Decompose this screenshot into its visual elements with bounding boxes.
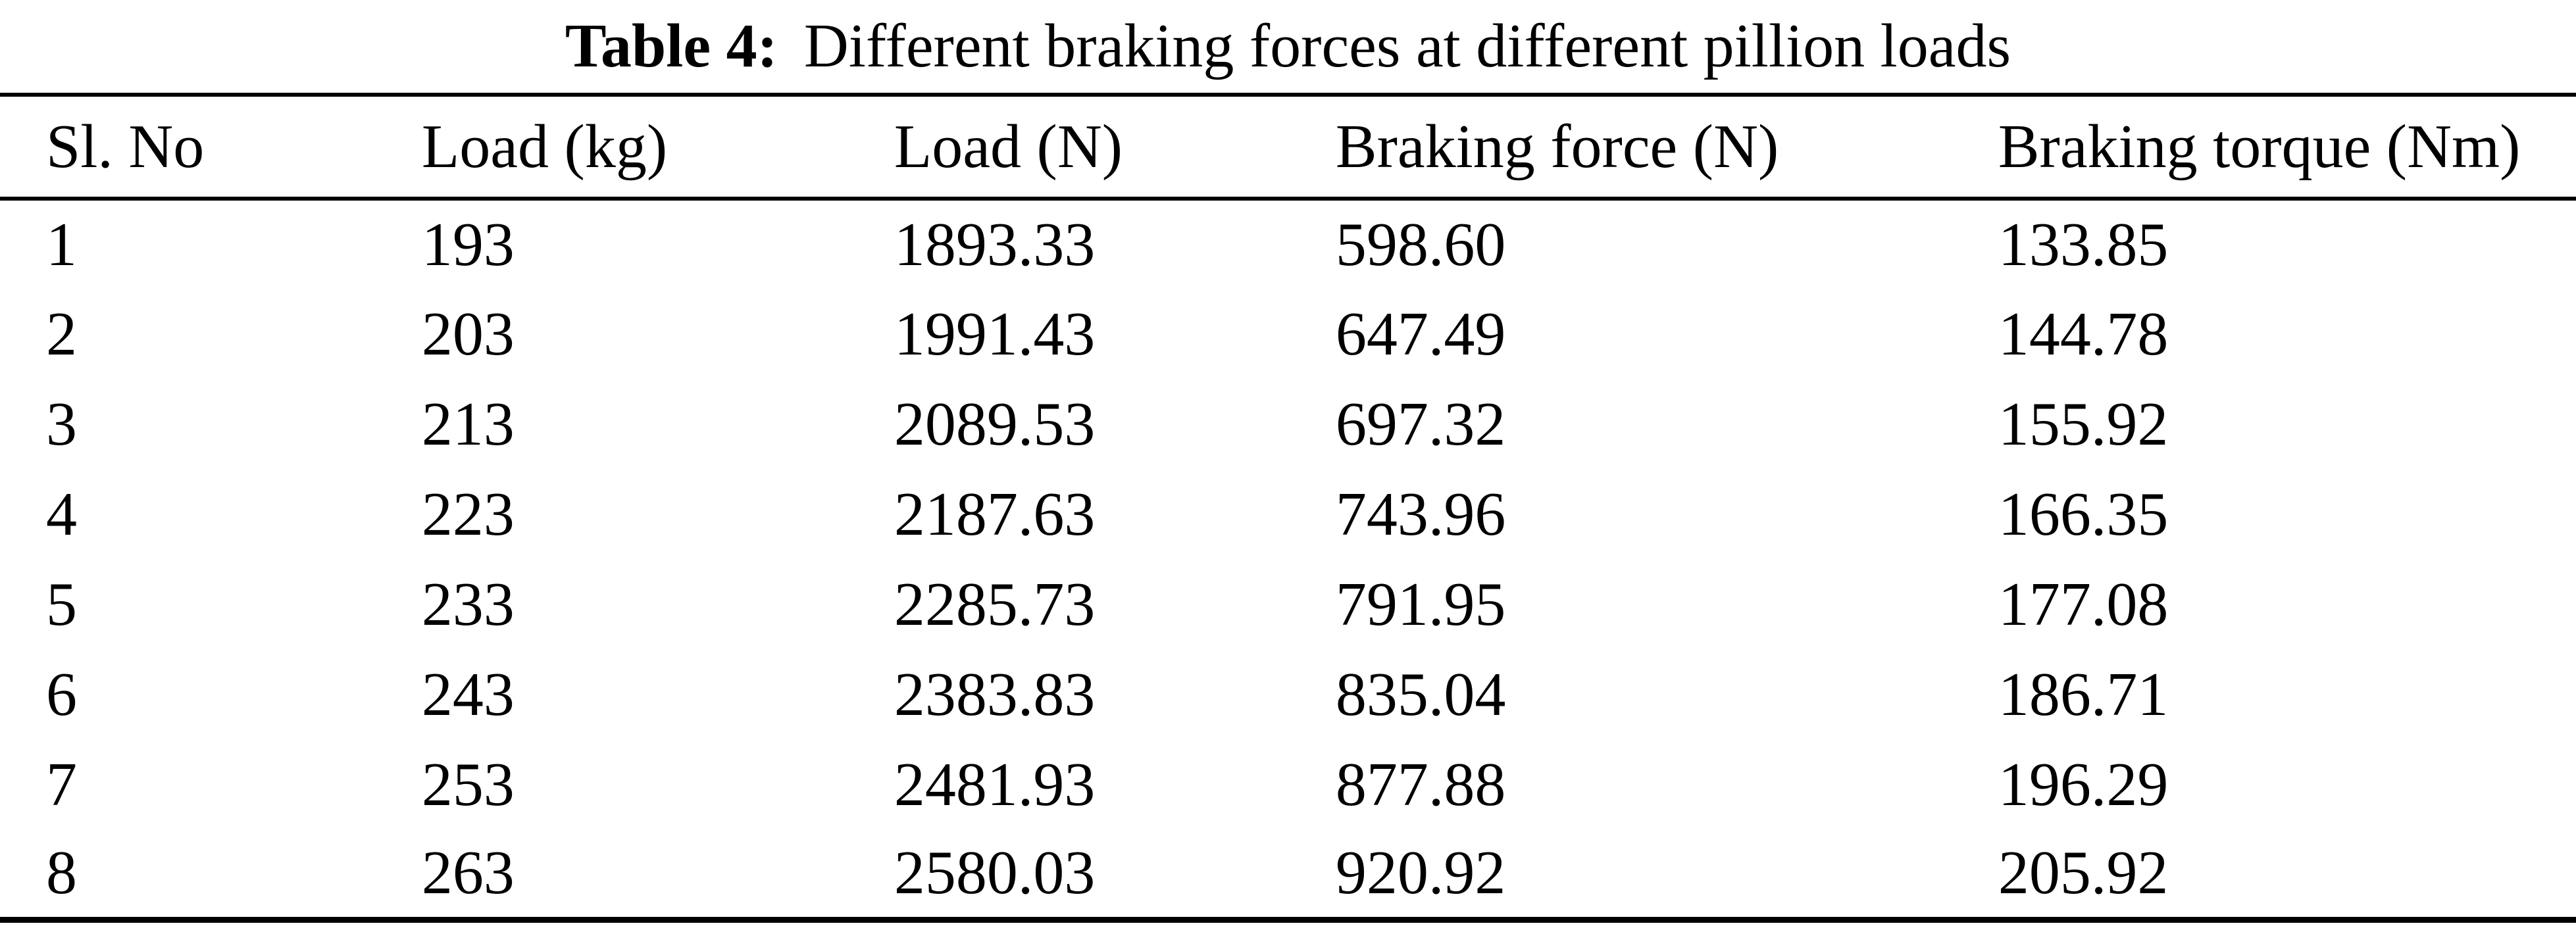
table-row: 1 193 1893.33 598.60 133.85 — [0, 199, 2576, 289]
cell-sl-no: 1 — [46, 210, 77, 279]
cell-load-n: 2383.83 — [894, 660, 1096, 729]
cell-sl-no: 4 — [46, 479, 77, 549]
cell-load-n: 2285.73 — [894, 570, 1096, 639]
cell-braking-torque: 155.92 — [1998, 389, 2169, 458]
cell-braking-force: 920.92 — [1335, 839, 1506, 908]
cell-braking-force: 743.96 — [1335, 479, 1506, 549]
column-header-braking-torque: Braking torque (Nm) — [1998, 95, 2576, 201]
cell-sl-no: 7 — [46, 750, 77, 819]
table-caption: Table 4: Different braking forces at dif… — [0, 0, 2576, 93]
table-body: 1 193 1893.33 598.60 133.85 2 203 1991.4… — [0, 199, 2576, 920]
cell-braking-torque: 177.08 — [1998, 570, 2169, 639]
cell-sl-no: 8 — [46, 839, 77, 908]
braking-forces-table: Sl. No Load (kg) Load (N) Braking force … — [0, 93, 2576, 923]
cell-sl-no: 2 — [46, 299, 77, 368]
column-header-load-n: Load (N) — [894, 95, 1336, 201]
column-header-braking-force: Braking force (N) — [1335, 95, 1998, 201]
cell-braking-force: 791.95 — [1335, 570, 1506, 639]
cell-braking-torque: 196.29 — [1998, 750, 2169, 819]
cell-load-kg: 203 — [421, 299, 515, 368]
cell-sl-no: 6 — [46, 660, 77, 729]
cell-load-n: 1893.33 — [894, 210, 1096, 279]
cell-load-kg: 263 — [421, 839, 515, 908]
cell-load-kg: 223 — [421, 479, 515, 549]
cell-load-n: 1991.43 — [894, 299, 1096, 368]
cell-braking-force: 835.04 — [1335, 660, 1506, 729]
table-row: 7 253 2481.93 877.88 196.29 — [0, 739, 2576, 829]
column-header-load-kg: Load (kg) — [421, 95, 894, 201]
cell-braking-torque: 133.85 — [1998, 210, 2169, 279]
cell-load-kg: 213 — [421, 389, 515, 458]
cell-braking-torque: 144.78 — [1998, 299, 2169, 368]
cell-braking-torque: 186.71 — [1998, 660, 2169, 729]
cell-braking-force: 877.88 — [1335, 750, 1506, 819]
cell-braking-force: 697.32 — [1335, 389, 1506, 458]
cell-braking-torque: 166.35 — [1998, 479, 2169, 549]
table-caption-number: Table 4: — [565, 11, 778, 80]
cell-load-n: 2481.93 — [894, 750, 1096, 819]
cell-sl-no: 3 — [46, 389, 77, 458]
cell-load-kg: 243 — [421, 660, 515, 729]
cell-load-kg: 233 — [421, 570, 515, 639]
cell-load-n: 2089.53 — [894, 389, 1096, 458]
cell-braking-torque: 205.92 — [1998, 839, 2169, 908]
cell-load-kg: 193 — [421, 210, 515, 279]
cell-sl-no: 5 — [46, 570, 77, 639]
table-row: 2 203 1991.43 647.49 144.78 — [0, 289, 2576, 379]
table-row: 3 213 2089.53 697.32 155.92 — [0, 379, 2576, 469]
table-row: 6 243 2383.83 835.04 186.71 — [0, 649, 2576, 739]
table-header: Sl. No Load (kg) Load (N) Braking force … — [0, 95, 2576, 201]
cell-load-kg: 253 — [421, 750, 515, 819]
cell-braking-force: 647.49 — [1335, 299, 1506, 368]
table-row: 8 263 2580.03 920.92 205.92 — [0, 829, 2576, 920]
header-row: Sl. No Load (kg) Load (N) Braking force … — [0, 95, 2576, 201]
column-header-sl-no: Sl. No — [0, 95, 422, 201]
table-caption-title: Different braking forces at different pi… — [803, 11, 2011, 80]
table-row: 5 233 2285.73 791.95 177.08 — [0, 559, 2576, 649]
table-row: 4 223 2187.63 743.96 166.35 — [0, 469, 2576, 559]
cell-load-n: 2187.63 — [894, 479, 1096, 549]
cell-load-n: 2580.03 — [894, 839, 1096, 908]
cell-braking-force: 598.60 — [1335, 210, 1506, 279]
